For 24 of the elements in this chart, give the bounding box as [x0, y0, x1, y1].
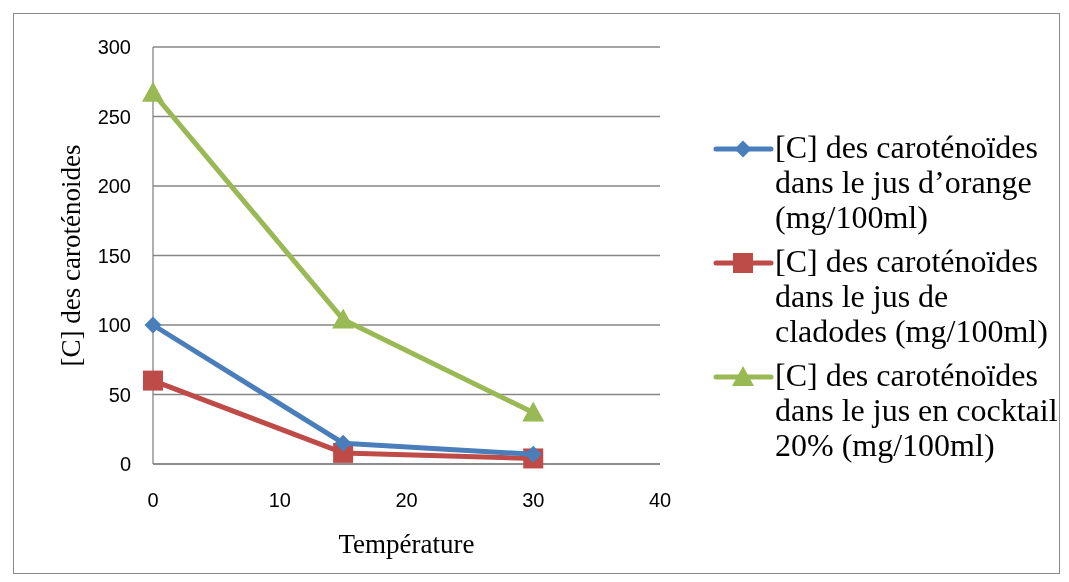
x-tick-label: 40 — [648, 489, 672, 511]
point — [142, 81, 164, 102]
y-tick-label: 150 — [97, 244, 131, 267]
x-tick-label: 30 — [522, 489, 545, 511]
y-tick-label: 0 — [119, 453, 131, 475]
x-axis-title: Température — [338, 529, 475, 559]
point — [332, 308, 355, 329]
point — [143, 370, 163, 391]
y-tick-label: 300 — [97, 36, 131, 58]
y-tick-label: 100 — [97, 314, 131, 336]
point — [334, 434, 352, 452]
point — [522, 401, 545, 422]
legend-label: [C] des caroténoïdes dans le jus de cladodes (mg/100ml) — [775, 243, 1048, 349]
point — [144, 316, 162, 334]
legend-label: [C] des caroténoïdes dans le jus d’orange (mg/100ml) — [775, 129, 1039, 235]
y-axis-title: [C] des caroténoides — [56, 144, 86, 367]
y-tick-label: 250 — [97, 105, 131, 128]
x-tick-label: 0 — [147, 489, 159, 511]
y-tick-label: 50 — [108, 383, 131, 406]
x-tick-label: 10 — [268, 489, 291, 511]
y-tick-label: 200 — [97, 175, 131, 197]
x-tick-label: 20 — [395, 489, 418, 511]
point — [524, 445, 542, 463]
legend-label: [C] des caroténoïdes dans le jus en cocktail 20% (mg/100ml) — [775, 357, 1058, 463]
